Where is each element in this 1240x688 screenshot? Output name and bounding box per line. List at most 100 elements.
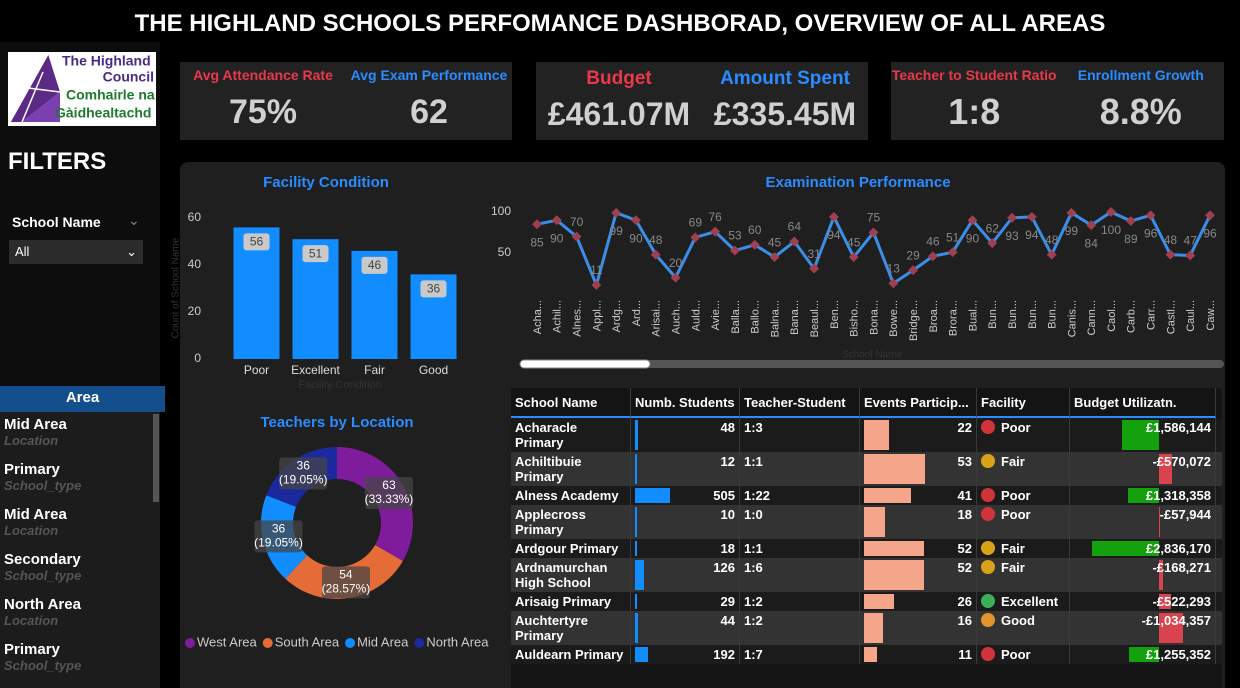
table-row: Auldearn Primary 192 1:7 11 Poor £1,255,352 bbox=[511, 645, 1222, 664]
cell-value: 1:2 bbox=[744, 613, 763, 628]
y-tick-label: 20 bbox=[188, 304, 202, 318]
table-cell: Poor bbox=[977, 505, 1070, 539]
cell-value: 26 bbox=[957, 594, 972, 609]
chevron[interactable]: ⌄ bbox=[128, 212, 140, 228]
data-label: (19.05%) bbox=[254, 536, 303, 550]
cell-value: Poor bbox=[1001, 507, 1031, 522]
cell-value: Poor bbox=[1001, 420, 1031, 435]
marker bbox=[1125, 216, 1136, 226]
marker bbox=[571, 231, 582, 242]
logo-text: The Highland bbox=[62, 53, 151, 69]
table-row: Ardgour Primary 18 1:1 52 Fair £2,836,170 bbox=[511, 539, 1222, 558]
cell-value: Poor bbox=[1001, 488, 1031, 503]
data-label: 93 bbox=[1005, 229, 1019, 243]
data-label: 62 bbox=[986, 221, 1000, 235]
kpi-label: Budget bbox=[586, 68, 652, 89]
column-header[interactable]: School Name bbox=[511, 388, 631, 418]
table-cell: 1:22 bbox=[740, 486, 860, 505]
data-bar bbox=[635, 488, 670, 503]
column-header[interactable]: Teacher-Student bbox=[740, 388, 860, 418]
cell-value: Fair bbox=[1001, 454, 1025, 469]
school-dropdown[interactable]: All ⌄ bbox=[9, 240, 143, 264]
slicer-item[interactable]: Primary School_type bbox=[4, 641, 81, 673]
x-tick-label: Excellent bbox=[291, 363, 340, 377]
chart-title: Examination Performance bbox=[765, 174, 950, 191]
table-cell: 22 bbox=[860, 418, 977, 452]
data-bar bbox=[864, 454, 926, 484]
table-cell: 1:0 bbox=[740, 505, 860, 539]
table-cell: Alness Academy bbox=[511, 486, 631, 505]
x-tick-label: Ardg... bbox=[611, 300, 623, 332]
data-label: 48 bbox=[1045, 233, 1059, 247]
data-label: 36 bbox=[272, 522, 286, 536]
data-label-box bbox=[302, 245, 329, 263]
marker bbox=[532, 219, 542, 230]
table-row: Arisaig Primary 29 1:2 26 Excellent -£522,293 bbox=[511, 592, 1222, 611]
data-bar bbox=[1129, 647, 1159, 662]
kpi-panel: Teacher to Student Ratio 1:8 Enrollment Gr… bbox=[891, 62, 1224, 140]
x-tick-label: Balla... bbox=[730, 300, 742, 334]
cell-value: -£570,072 bbox=[1152, 454, 1211, 469]
table-cell: Applecross Primary bbox=[511, 505, 631, 539]
slicer-item[interactable]: Mid Area Location bbox=[4, 506, 67, 538]
data-label: 100 bbox=[1101, 223, 1121, 237]
facility-icon bbox=[981, 420, 995, 434]
kpi-value: £335.45M bbox=[713, 96, 857, 132]
x-tick-label: Canis... bbox=[1066, 300, 1078, 337]
table-cell: 53 bbox=[860, 452, 977, 486]
table-cell: £1,255,352 bbox=[1070, 645, 1216, 664]
column-header[interactable]: Events Particip... bbox=[860, 388, 977, 418]
data-label: 90 bbox=[550, 231, 564, 245]
marker bbox=[690, 232, 701, 243]
marker bbox=[1106, 207, 1116, 217]
column-header[interactable]: Facility bbox=[977, 388, 1070, 418]
x-tick-label: Auch... bbox=[670, 300, 682, 334]
data-bar bbox=[635, 541, 637, 556]
data-label: 13 bbox=[887, 262, 901, 276]
data-bar bbox=[864, 594, 895, 609]
data-label: 96 bbox=[1203, 226, 1217, 240]
cell-value: Fair bbox=[1001, 560, 1025, 575]
marker bbox=[927, 251, 938, 262]
cell-value: 22 bbox=[957, 420, 972, 435]
x-tick-label: Alnes... bbox=[571, 300, 583, 337]
column-header[interactable]: Budget Utilizatn. bbox=[1070, 388, 1216, 418]
table-cell: 12 bbox=[631, 452, 740, 486]
cell-value: £1,586,144 bbox=[1145, 420, 1211, 435]
table-cell: 29 bbox=[631, 592, 740, 611]
scrollbar-track bbox=[520, 360, 1224, 368]
slicer-item[interactable]: Secondary School_type bbox=[4, 551, 81, 583]
marker bbox=[809, 263, 820, 274]
data-label-box bbox=[364, 477, 413, 509]
slicer-item[interactable]: Mid Area Location bbox=[4, 416, 67, 448]
kpi-value: 62 bbox=[410, 93, 448, 131]
x-tick-label: Fair bbox=[364, 363, 385, 377]
data-label: 84 bbox=[1085, 236, 1099, 250]
table-cell: Auchtertyre Primary bbox=[511, 611, 631, 645]
table-cell: 52 bbox=[860, 558, 977, 592]
x-tick-label: Bun... bbox=[1007, 300, 1019, 329]
table-cell: 48 bbox=[631, 418, 740, 452]
cell-value: 1:0 bbox=[744, 507, 763, 522]
x-tick-label: Auld... bbox=[690, 300, 702, 331]
cell-value: 1:1 bbox=[744, 541, 763, 556]
scrollbar-thumb[interactable] bbox=[519, 359, 651, 369]
data-bar bbox=[635, 613, 639, 643]
data-bar bbox=[1092, 541, 1159, 556]
chart-title: Facility Condition bbox=[263, 174, 389, 191]
filter-label: School Name bbox=[12, 214, 101, 230]
slicer-item[interactable]: North Area Location bbox=[4, 596, 81, 628]
kpi-value: 75% bbox=[228, 93, 298, 131]
slicer-item[interactable]: Primary School_type bbox=[4, 461, 81, 493]
scrollbar[interactable] bbox=[153, 414, 159, 502]
kpi-value: 8.8% bbox=[1099, 91, 1182, 132]
y-tick-label: 50 bbox=[498, 245, 512, 259]
dashboard-title: THE HIGHLAND SCHOOLS PERFOMANCE DASHBORA… bbox=[0, 0, 1240, 42]
column-header[interactable]: Numb. Students bbox=[631, 388, 740, 418]
data-label: 89 bbox=[1124, 232, 1138, 246]
cell-value: 12 bbox=[720, 454, 735, 469]
cell-value: 18 bbox=[720, 541, 735, 556]
school-name: Acharacle Primary bbox=[515, 420, 578, 450]
data-label: 99 bbox=[609, 224, 623, 238]
cell-value: 1:22 bbox=[744, 488, 771, 503]
